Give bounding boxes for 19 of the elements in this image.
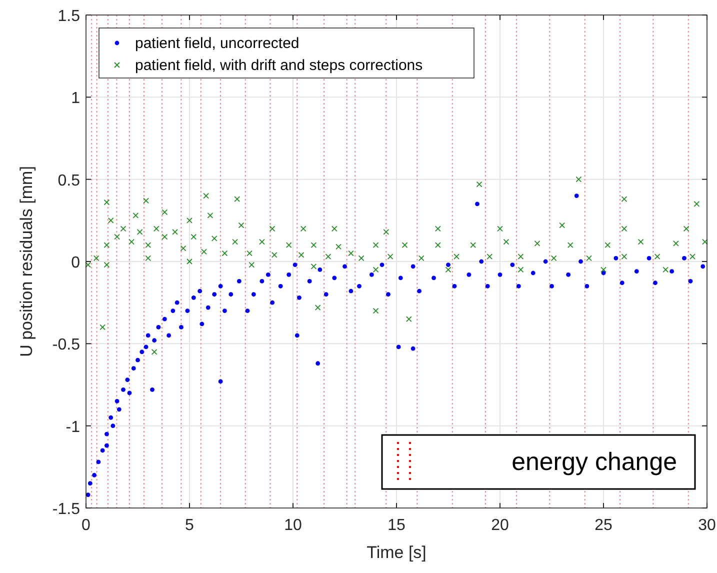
x-tick-label: 25: [594, 517, 612, 534]
y-tick-label: -1.5: [52, 501, 80, 518]
x-tick-label: 20: [491, 517, 509, 534]
x-tick-label: 15: [388, 517, 406, 534]
annotation: energy change: [512, 448, 677, 476]
y-tick-label: 1.5: [58, 8, 80, 25]
y-tick-label: 0.5: [58, 172, 80, 190]
y-tick-label: -1: [66, 418, 80, 436]
legend-label: patient field, uncorrected: [135, 35, 300, 52]
x-tick-label: 5: [185, 517, 194, 534]
y-tick-label: 0: [71, 254, 80, 272]
y-axis-title: U position residuals [mm]: [17, 166, 36, 357]
x-tick-label: 0: [82, 517, 91, 534]
x-axis-title: Time [s]: [366, 543, 426, 562]
y-tick-label: -0.5: [52, 336, 80, 354]
y-tick-label: 1: [71, 90, 80, 108]
x-tick-label: 30: [698, 517, 716, 534]
x-tick-label: 10: [284, 517, 302, 534]
legend-label: patient field, with drift and steps corrections: [135, 57, 423, 74]
